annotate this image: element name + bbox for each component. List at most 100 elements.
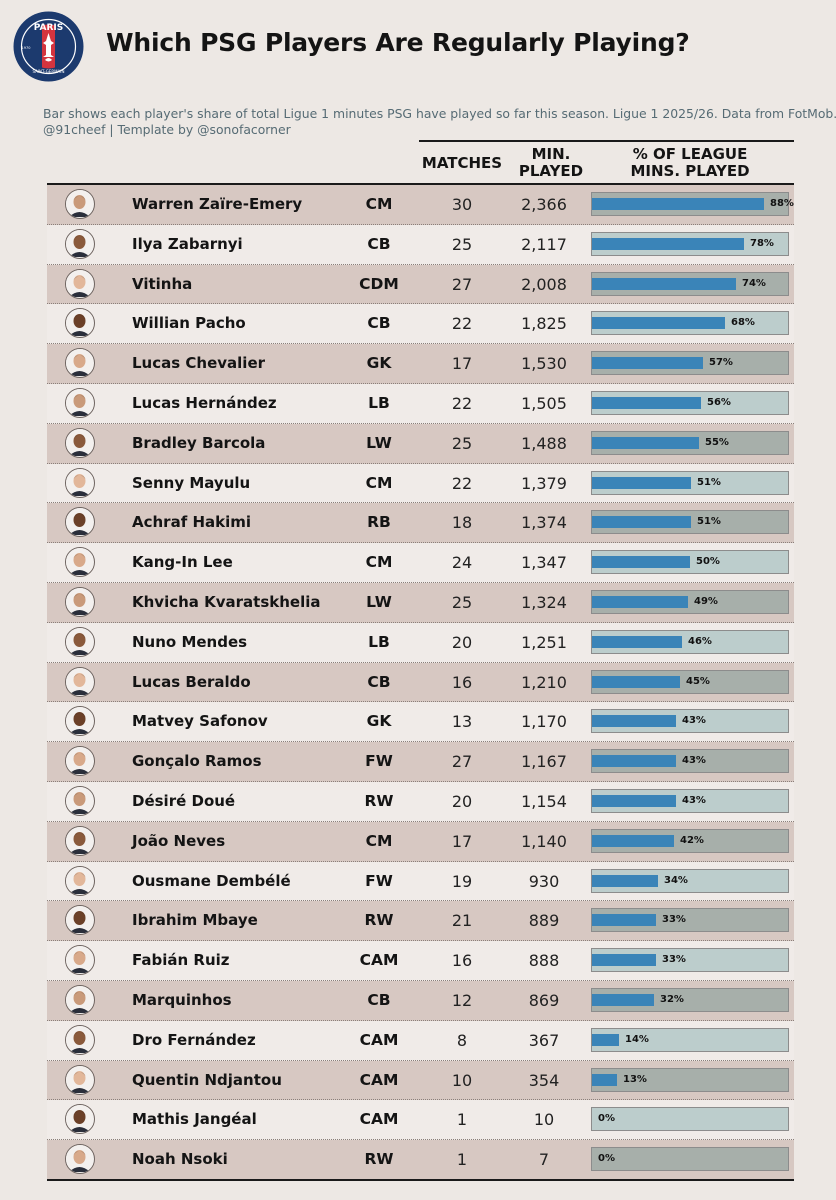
bar [592, 914, 656, 927]
player-photo-icon [65, 984, 95, 1015]
player-position: CAM [359, 951, 399, 970]
player-photo-icon [65, 507, 95, 538]
minutes-value: 869 [528, 990, 560, 1010]
bar-value-label: 51% [697, 516, 721, 528]
psg-logo: PARIS SAINT-GERMAIN 1970 [13, 11, 84, 82]
minutes-value: 1,530 [521, 354, 567, 374]
player-photo-icon [65, 1144, 95, 1175]
table-row: Gonçalo Ramos FW 27 1,167 43% [47, 742, 794, 782]
table-row: Khvicha Kvaratskhelia LW 25 1,324 49% [47, 582, 794, 623]
bar-track: 51% [591, 470, 789, 495]
svg-text:PARIS: PARIS [34, 23, 64, 33]
player-photo-icon [65, 1064, 95, 1095]
minutes-value: 10 [533, 1110, 555, 1130]
player-position: LW [366, 592, 392, 611]
table-row: Kang-In Lee CM 24 1,347 50% [47, 543, 794, 583]
column-header-pct-line1: % OF LEAGUE [632, 145, 748, 163]
player-name: Khvicha Kvaratskhelia [132, 592, 321, 611]
matches-value: 19 [451, 871, 473, 891]
minutes-value: 889 [528, 911, 560, 931]
bar [592, 954, 656, 967]
bar-track: 74% [591, 271, 789, 296]
table-row: Marquinhos CB 12 869 32% [47, 980, 794, 1021]
player-photo-icon [65, 467, 95, 498]
player-name: Fabián Ruiz [132, 951, 230, 970]
minutes-value: 354 [528, 1070, 560, 1090]
bar-value-label: 32% [660, 993, 684, 1005]
minutes-value: 367 [528, 1030, 560, 1050]
bar-track: 42% [591, 828, 789, 853]
minutes-value: 1,374 [521, 513, 567, 533]
player-name: Ibrahim Mbaye [132, 911, 258, 930]
table-row: Dro Fernández CAM 8 367 14% [47, 1020, 794, 1061]
player-position: FW [365, 752, 393, 771]
minutes-value: 7 [538, 1150, 550, 1170]
bar-track: 51% [591, 510, 789, 535]
minutes-value: 888 [528, 951, 560, 971]
bar-track: 0% [591, 1107, 789, 1132]
table-row: Mathis Jangéal CAM 1 10 0% [47, 1100, 794, 1141]
bar [592, 874, 658, 887]
minutes-value: 2,117 [521, 234, 567, 254]
bar-track: 56% [591, 390, 789, 415]
table-row: Ilya Zabarnyi CB 25 2,117 78% [47, 224, 794, 265]
subtitle: Bar shows each player's share of total L… [43, 106, 836, 138]
player-photo-icon [65, 666, 95, 697]
player-name: Ilya Zabarnyi [132, 234, 243, 253]
minutes-value: 1,347 [521, 553, 567, 573]
matches-value: 13 [451, 712, 473, 732]
bar [592, 237, 744, 250]
player-photo-icon [65, 268, 95, 299]
matches-value: 22 [451, 473, 473, 493]
matches-value: 22 [451, 393, 473, 413]
minutes-value: 930 [528, 871, 560, 891]
bar-value-label: 78% [750, 237, 774, 249]
table-row: Vitinha CDM 27 2,008 74% [47, 264, 794, 305]
bar-value-label: 33% [662, 954, 686, 966]
player-position: CM [365, 553, 393, 572]
table-row: Lucas Chevalier GK 17 1,530 57% [47, 344, 794, 384]
player-name: Bradley Barcola [132, 433, 266, 452]
player-name: Vitinha [132, 274, 193, 293]
bar [592, 1073, 617, 1086]
player-photo-icon [65, 706, 95, 737]
player-photo-icon [65, 189, 95, 219]
minutes-value: 1,379 [521, 473, 567, 493]
column-header-pct: % OF LEAGUE MINS. PLAYED [600, 146, 780, 180]
table-row: Senny Mayulu CM 22 1,379 51% [47, 463, 794, 504]
bar [592, 635, 682, 648]
table-row: Lucas Beraldo CB 16 1,210 45% [47, 662, 794, 703]
matches-value: 1 [456, 1110, 468, 1130]
matches-value: 27 [451, 752, 473, 772]
player-photo-icon [65, 228, 95, 259]
table-row: Bradley Barcola LW 25 1,488 55% [47, 423, 794, 464]
matches-value: 16 [451, 672, 473, 692]
matches-value: 27 [451, 274, 473, 294]
bar-track: 43% [591, 749, 789, 774]
player-name: Warren Zaïre-Emery [132, 195, 303, 213]
player-position: FW [365, 871, 393, 890]
bar-value-label: 51% [697, 476, 721, 488]
bar-track: 34% [591, 868, 789, 893]
player-position: CDM [359, 274, 399, 293]
bar [592, 556, 690, 569]
bar [592, 993, 654, 1006]
player-name: Ousmane Dembélé [132, 871, 291, 890]
bar [592, 277, 736, 290]
player-photo-icon [65, 1024, 95, 1055]
table-row: Achraf Hakimi RB 18 1,374 51% [47, 503, 794, 544]
bar-track: 13% [591, 1067, 789, 1092]
bar [592, 595, 688, 608]
bar-value-label: 68% [731, 317, 755, 329]
matches-value: 12 [451, 990, 473, 1010]
player-position: GK [366, 354, 392, 373]
player-name: Kang-In Lee [132, 553, 233, 572]
player-position: CB [367, 990, 391, 1009]
column-header-pct-line2: MINS. PLAYED [630, 162, 750, 180]
bar [592, 1033, 619, 1046]
matches-value: 8 [456, 1030, 468, 1050]
bar-track: 14% [591, 1027, 789, 1052]
bar [592, 675, 680, 688]
minutes-value: 1,167 [521, 752, 567, 772]
player-position: CB [367, 234, 391, 253]
